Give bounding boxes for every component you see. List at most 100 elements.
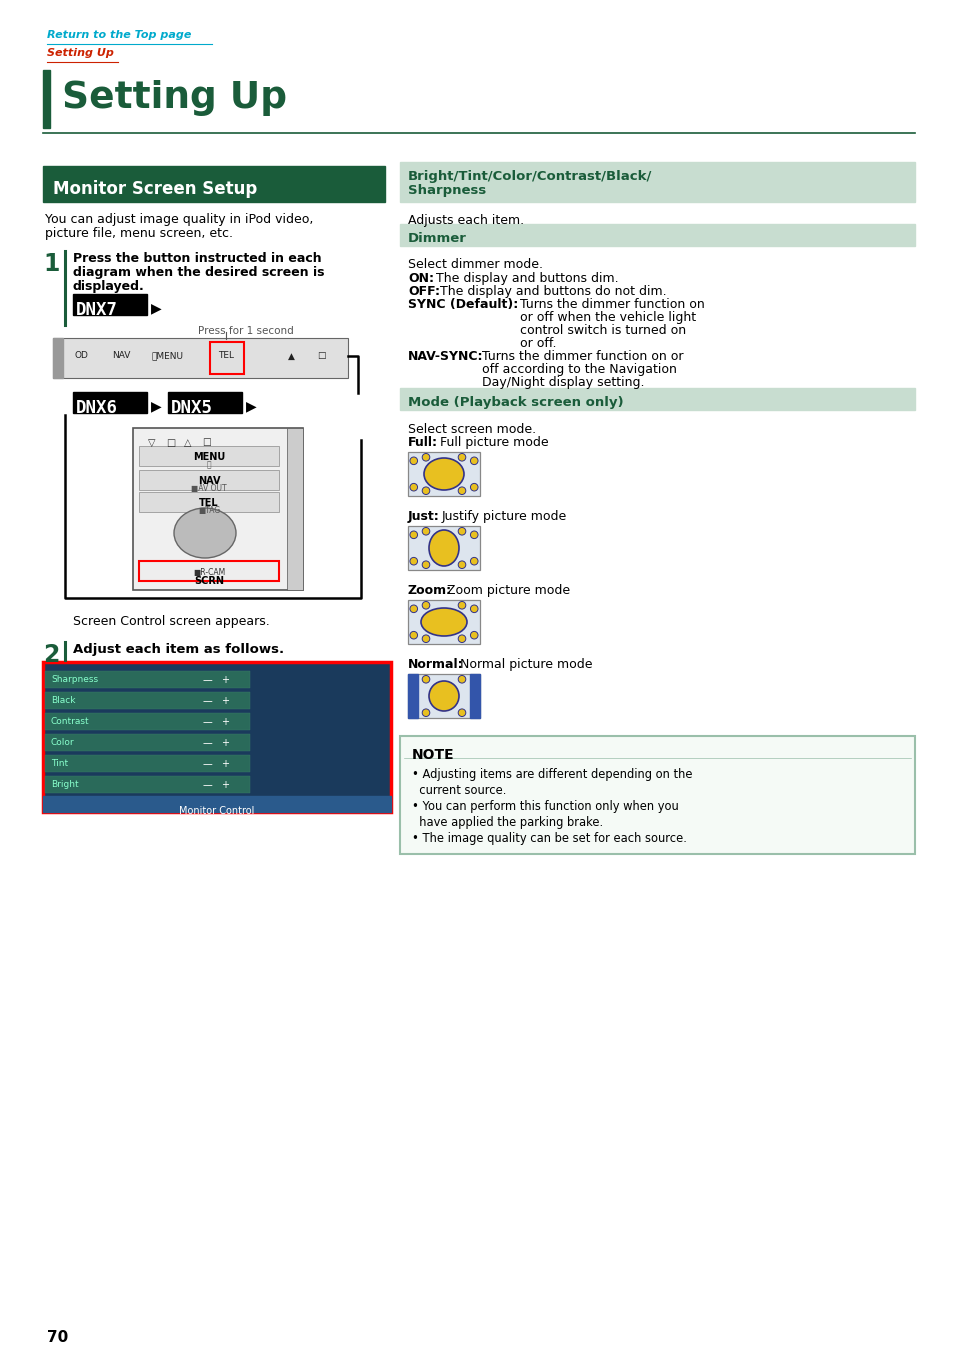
Text: Turns the dimmer function on: Turns the dimmer function on <box>519 298 704 311</box>
Circle shape <box>457 454 465 462</box>
Bar <box>45 756 250 772</box>
Text: The display and buttons dim.: The display and buttons dim. <box>436 272 618 284</box>
Text: +: + <box>221 780 229 789</box>
Text: Mode (Playback screen only): Mode (Playback screen only) <box>408 395 623 409</box>
Circle shape <box>457 676 465 682</box>
Text: DNX6: DNX6 <box>76 399 118 417</box>
Ellipse shape <box>420 608 467 636</box>
Circle shape <box>470 605 477 612</box>
Text: Adjust each item as follows.: Adjust each item as follows. <box>73 643 284 655</box>
Bar <box>399 223 914 246</box>
Text: Normal picture mode: Normal picture mode <box>459 658 592 672</box>
Text: have applied the parking brake.: have applied the parking brake. <box>412 816 602 829</box>
Circle shape <box>470 558 477 565</box>
Text: Tint: Tint <box>51 760 68 768</box>
Text: NOTE: NOTE <box>412 747 455 762</box>
Circle shape <box>470 631 477 639</box>
Text: Color: Color <box>51 738 74 747</box>
Circle shape <box>410 678 417 686</box>
Circle shape <box>422 454 430 462</box>
Bar <box>168 393 242 413</box>
Text: Bright/Tint/Color/Contrast/Black/: Bright/Tint/Color/Contrast/Black/ <box>408 171 652 183</box>
Text: DNX5: DNX5 <box>171 399 213 417</box>
Text: Turns the dimmer function on or: Turns the dimmer function on or <box>481 349 682 363</box>
Bar <box>139 492 278 512</box>
Text: ▶: ▶ <box>246 399 256 413</box>
Text: Sharpness: Sharpness <box>408 184 486 196</box>
Text: Screen Control screen appears.: Screen Control screen appears. <box>73 615 270 628</box>
Bar <box>139 561 278 581</box>
Text: ■R-CAM: ■R-CAM <box>193 567 225 577</box>
Circle shape <box>410 631 417 639</box>
Text: DNX7: DNX7 <box>76 301 118 320</box>
Text: ▶: ▶ <box>151 301 161 315</box>
Bar <box>408 525 479 570</box>
Circle shape <box>457 487 465 494</box>
Text: Setting Up: Setting Up <box>47 47 113 58</box>
Text: Just:: Just: <box>408 510 439 523</box>
Text: Normal:: Normal: <box>408 658 463 672</box>
Bar <box>408 600 479 645</box>
Bar <box>45 692 250 709</box>
Text: • The image quality can be set for each source.: • The image quality can be set for each … <box>412 831 686 845</box>
Circle shape <box>470 705 477 714</box>
Text: current source.: current source. <box>412 784 506 798</box>
Bar <box>73 294 147 315</box>
Text: Contrast: Contrast <box>51 718 90 726</box>
Ellipse shape <box>423 458 463 490</box>
Text: □: □ <box>166 437 175 448</box>
Bar <box>43 70 50 129</box>
Text: Return to the Top page: Return to the Top page <box>47 30 192 41</box>
Text: MENU: MENU <box>193 452 225 462</box>
Text: NAV: NAV <box>112 352 130 360</box>
Text: —: — <box>203 676 213 685</box>
Text: Monitor Screen Setup: Monitor Screen Setup <box>53 180 257 198</box>
Circle shape <box>422 635 430 643</box>
Text: The display and buttons do not dim.: The display and buttons do not dim. <box>439 284 666 298</box>
Text: +: + <box>221 760 229 769</box>
Bar <box>45 714 250 730</box>
Text: You can adjust image quality in iPod video,: You can adjust image quality in iPod vid… <box>45 213 313 226</box>
Text: Justify picture mode: Justify picture mode <box>441 510 567 523</box>
Bar <box>45 734 250 751</box>
Text: —: — <box>203 738 213 747</box>
Text: Select dimmer mode.: Select dimmer mode. <box>408 259 542 271</box>
Text: Press the button instructed in each: Press the button instructed in each <box>73 252 321 265</box>
Text: Full:: Full: <box>408 436 437 450</box>
Circle shape <box>470 531 477 539</box>
Text: TEL: TEL <box>199 498 218 508</box>
Text: or off when the vehicle light: or off when the vehicle light <box>519 311 696 324</box>
Text: +: + <box>221 718 229 727</box>
Text: Zoom picture mode: Zoom picture mode <box>447 584 570 597</box>
Ellipse shape <box>173 508 235 558</box>
Bar <box>45 672 250 688</box>
Circle shape <box>457 528 465 535</box>
Circle shape <box>422 709 430 716</box>
Text: NAV-SYNC:: NAV-SYNC: <box>408 349 483 363</box>
Text: ☐: ☐ <box>202 437 211 448</box>
Text: ▶: ▶ <box>151 399 161 413</box>
Bar <box>43 167 385 202</box>
Text: Dimmer: Dimmer <box>408 232 466 245</box>
Circle shape <box>457 709 465 716</box>
Circle shape <box>422 528 430 535</box>
Text: 1: 1 <box>43 252 59 276</box>
Text: Zoom:: Zoom: <box>408 584 452 597</box>
Bar <box>287 428 303 590</box>
Text: Adjusts each item.: Adjusts each item. <box>408 214 523 227</box>
Text: —: — <box>203 760 213 769</box>
Bar <box>53 338 348 378</box>
Text: • Adjusting items are different depending on the: • Adjusting items are different dependin… <box>412 768 692 781</box>
Circle shape <box>410 483 417 492</box>
Text: Setting Up: Setting Up <box>62 80 287 116</box>
Text: ▲: ▲ <box>287 352 294 360</box>
Text: off according to the Navigation: off according to the Navigation <box>481 363 677 376</box>
Text: +: + <box>221 676 229 685</box>
Bar <box>132 428 303 590</box>
Text: Full picture mode: Full picture mode <box>439 436 548 450</box>
Bar <box>408 674 417 718</box>
Circle shape <box>410 705 417 714</box>
Text: NAV: NAV <box>197 477 220 486</box>
Bar <box>408 674 479 718</box>
Text: Sharpness: Sharpness <box>51 676 98 684</box>
